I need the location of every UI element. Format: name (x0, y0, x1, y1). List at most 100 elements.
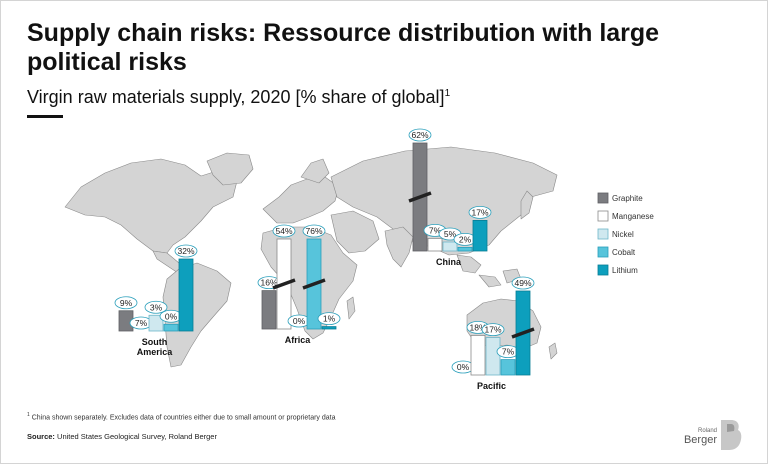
region-label-line: Africa (285, 335, 312, 345)
data-label-text: 17% (471, 207, 488, 217)
data-label-text: 7% (135, 318, 148, 328)
data-label-china-graphite: 62% (408, 128, 432, 142)
bar-china-lithium (472, 219, 488, 252)
data-label-africa-manganese: 54% (272, 224, 296, 238)
data-label-text: 49% (514, 278, 531, 288)
madagascar-shape (346, 296, 356, 320)
source-text: United States Geological Survey, Roland … (57, 432, 217, 441)
data-label-africa-cobalt: 76% (302, 224, 326, 238)
legend-label: Cobalt (612, 248, 636, 257)
data-label-pacific-nickel: 17% (481, 323, 505, 337)
title-rule (27, 115, 63, 118)
axis-break-pacific-lithium (511, 327, 535, 339)
data-label-text: 18% (469, 322, 486, 332)
legend-swatch (597, 192, 609, 204)
logo-mark-cut (727, 424, 735, 432)
bar-china-nickel (442, 241, 458, 252)
logo-mark-shape (721, 420, 742, 450)
region-label-africa: Africa (285, 335, 312, 345)
data-label-south-america-graphite: 9% (114, 296, 138, 310)
data-label-text: 1% (323, 314, 336, 324)
axis-break-africa-cobalt (302, 278, 326, 290)
data-label-text: 32% (177, 246, 194, 256)
legend-item-manganese: Manganese (597, 210, 654, 222)
data-label-bubble (174, 244, 198, 258)
page-title: Supply chain risks: Ressource distributi… (27, 19, 660, 76)
region-label-line: Pacific (477, 381, 506, 391)
north-america-shape (64, 158, 238, 254)
europe-shape (262, 176, 340, 224)
page-subtitle: Virgin raw materials supply, 2020 [% sha… (27, 83, 450, 108)
logo-mark (721, 420, 742, 450)
legend-swatch (597, 228, 609, 240)
region-label-pacific: Pacific (477, 381, 506, 391)
footnote-mark: 1 (27, 412, 30, 418)
data-label-bubble (114, 296, 138, 310)
region-label-line: China (436, 257, 462, 267)
data-label-text: 3% (150, 302, 163, 312)
data-label-africa-lithium: 1% (317, 312, 341, 326)
subtitle-footnote-mark: 1 (444, 88, 451, 99)
legend-item-cobalt: Cobalt (597, 246, 636, 258)
data-label-bubble (317, 312, 341, 326)
scandinavia-shape (300, 158, 330, 184)
japan-shape (520, 190, 534, 220)
bar-south-america-cobalt (163, 323, 179, 332)
bar-africa-graphite (261, 290, 277, 330)
data-label-text: 5% (444, 229, 457, 239)
logo-small-text: Roland (697, 428, 717, 434)
legend-item-nickel: Nickel (597, 228, 634, 240)
data-label-text: 7% (502, 347, 515, 357)
data-label-pacific-lithium: 49% (511, 276, 535, 290)
data-label-text: 0% (293, 316, 306, 326)
data-label-text: 16% (260, 278, 277, 288)
logo-big-text: Berger (683, 434, 717, 446)
legend-label: Manganese (612, 212, 654, 221)
southeast-asia-shape (456, 254, 522, 288)
bar-pacific-manganese (470, 334, 486, 376)
bar-africa-lithium (321, 326, 337, 330)
bar-pacific-cobalt (500, 359, 516, 376)
data-label-china-lithium: 17% (468, 205, 492, 219)
data-label-south-america-nickel: 3% (144, 300, 168, 314)
data-label-text: 2% (459, 234, 472, 244)
legend: Graphite Manganese Nickel Cobalt Lithium (597, 192, 654, 276)
india-shape (384, 226, 414, 268)
data-label-bubble (144, 300, 168, 314)
source-label: Source: (27, 432, 55, 441)
bar-china-manganese (427, 237, 443, 252)
data-label-bubble (272, 224, 296, 238)
region-africa: 16% 54% 0% 76% 1% Africa (257, 224, 341, 345)
data-label-text: 0% (457, 362, 470, 372)
legend-swatch (597, 210, 609, 222)
legend-label: Graphite (612, 194, 643, 203)
data-label-bubble (511, 276, 535, 290)
data-label-text: 76% (305, 226, 322, 236)
axis-break-china-graphite (408, 191, 432, 203)
middle-east-shape (330, 210, 380, 254)
subtitle-text: Virgin raw materials supply, 2020 [% sha… (27, 87, 445, 107)
legend-label: Lithium (612, 266, 638, 275)
legend-label: Nickel (612, 230, 634, 239)
axis-break-africa-manganese (272, 278, 296, 290)
data-label-text: 9% (120, 298, 133, 308)
footnote-text: China shown separately. Excludes data of… (31, 414, 336, 422)
region-south-america: 9%7%3%0% 32% South America (114, 244, 198, 357)
legend-swatch (597, 264, 609, 276)
source: Source: United States Geological Survey,… (27, 432, 217, 441)
data-label-bubble (408, 128, 432, 142)
region-label-line: America (137, 347, 174, 357)
data-label-south-america-lithium: 32% (174, 244, 198, 258)
footnote: 1 China shown separately. Excludes data … (27, 412, 336, 421)
legend-swatch (597, 246, 609, 258)
data-label-bubble (302, 224, 326, 238)
greenland-shape (206, 152, 254, 186)
bar-layer: 9%7%3%0%32%South America 16% 54% 0% 76% 1% Afri… (114, 128, 535, 391)
asia-shape (330, 146, 558, 256)
data-label-text: 54% (275, 226, 292, 236)
legend-item-lithium: Lithium (597, 264, 638, 276)
data-label-text: 62% (411, 130, 428, 140)
logo: Roland Berger (669, 427, 717, 446)
data-label-text: 7% (429, 225, 442, 235)
